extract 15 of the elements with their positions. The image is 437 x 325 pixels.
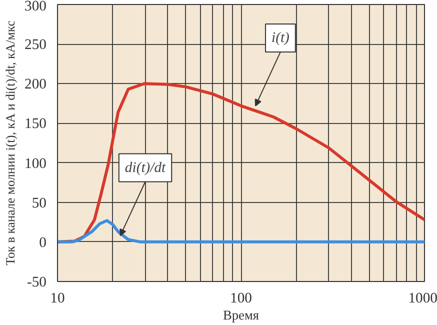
y-tick-label: 0 xyxy=(39,234,46,251)
y-tick-label: 200 xyxy=(24,76,46,93)
annotation: di(t)/dt xyxy=(124,160,167,176)
x-tick-label: 1000 xyxy=(408,290,437,306)
x-tick-label: 100 xyxy=(230,290,252,306)
x-axis-title: Время xyxy=(222,308,260,322)
annotation: i(t) xyxy=(272,30,290,46)
y-tick-label: 50 xyxy=(32,195,46,212)
y-tick-label: 100 xyxy=(24,156,46,172)
x-tick-label: 10 xyxy=(50,290,65,306)
y-axis-title: Ток в канале молнии i(t), кА и di(t)/dt, кА/мкс xyxy=(4,20,18,266)
y-tick-label: 250 xyxy=(24,37,46,54)
y-tick-label: 150 xyxy=(24,116,46,132)
y-tick-label: 300 xyxy=(24,0,46,14)
y-tick-label: -50 xyxy=(26,274,47,290)
